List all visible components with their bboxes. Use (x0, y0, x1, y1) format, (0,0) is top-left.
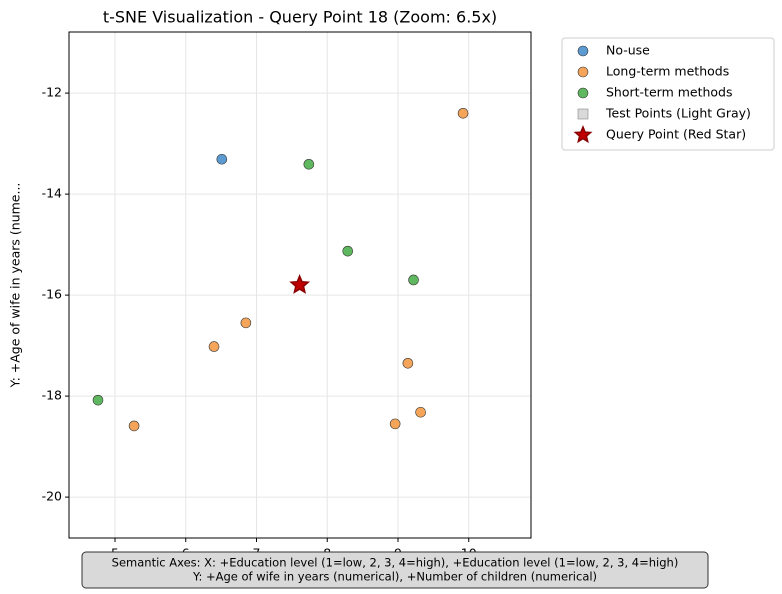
legend-box (561, 37, 775, 151)
star-marker (289, 274, 311, 294)
point (389, 418, 401, 430)
y-tick-label: -16 (42, 287, 62, 302)
y-tick-label: -20 (42, 489, 62, 504)
point (240, 317, 252, 329)
point (216, 153, 228, 165)
y-tick-label: -14 (42, 186, 62, 201)
point (457, 108, 469, 119)
annotation-text: Semantic Axes: X: +Education level (1=lo… (112, 556, 679, 570)
point (415, 406, 426, 418)
annotation-text: Y: +Age of wife in years (numerical), +N… (192, 570, 597, 584)
point (402, 357, 414, 369)
point (92, 394, 104, 406)
point (342, 245, 354, 257)
chart-title: t-SNE Visualization - Query Point 18 (Zo… (103, 8, 497, 27)
point (408, 274, 419, 286)
legend-marker (577, 87, 589, 99)
point (303, 159, 315, 170)
legend-marker (577, 66, 589, 78)
legend-marker (577, 45, 589, 57)
plot-frame (68, 31, 532, 539)
legend-label: Short-term methods (606, 85, 733, 100)
point (208, 341, 220, 352)
legend-label: Query Point (Red Star) (606, 127, 746, 142)
point (128, 420, 140, 432)
legend-label: Test Points (Light Gray) (605, 106, 751, 121)
legend-label: Long-term methods (606, 64, 729, 79)
y-axis-label: Y: +Age of wife in years (nume... (8, 183, 23, 389)
legend-label: No-use (606, 43, 650, 58)
annotation-box (81, 551, 709, 589)
legend-marker (577, 108, 589, 120)
legend-marker (573, 125, 593, 144)
y-tick-label: -12 (42, 85, 62, 100)
y-tick-label: -18 (42, 388, 62, 403)
